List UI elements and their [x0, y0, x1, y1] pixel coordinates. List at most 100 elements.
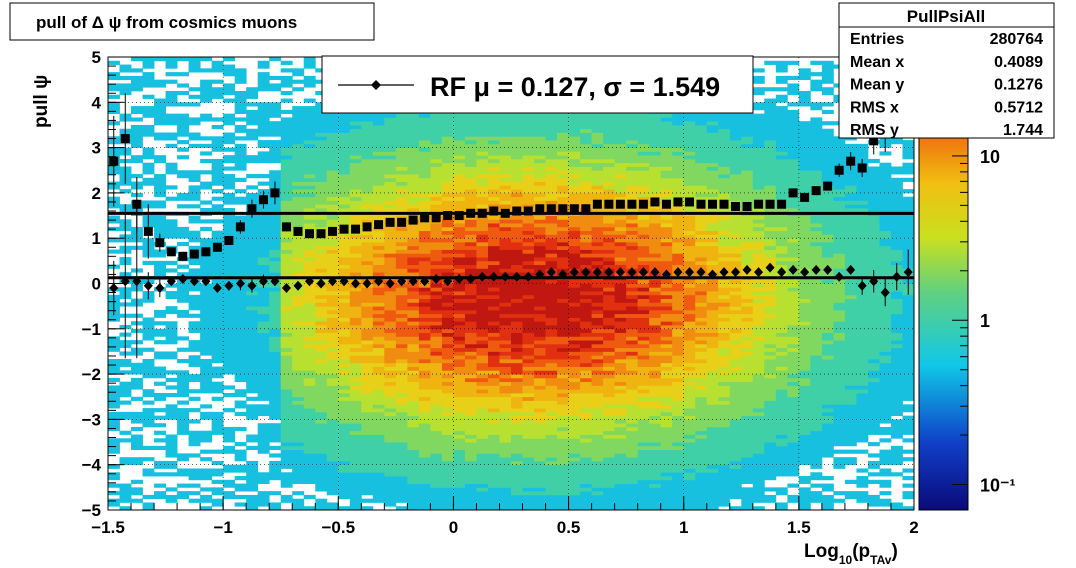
heatmap-cell [280, 370, 293, 375]
heatmap-cell [430, 483, 443, 488]
heatmap-cell [499, 392, 512, 398]
heatmap-cell [568, 359, 581, 364]
heatmap-cell [372, 355, 385, 360]
heatmap-cell [292, 306, 305, 311]
heatmap-cell [246, 347, 259, 352]
heatmap-cell [464, 192, 477, 198]
heatmap-cell [511, 464, 523, 469]
heatmap-cell [326, 332, 339, 337]
heatmap-cell [303, 434, 316, 439]
heatmap-cell [338, 158, 351, 164]
heatmap-cell [499, 336, 512, 341]
heatmap-cell [580, 449, 592, 454]
heatmap-cell [464, 506, 477, 510]
heatmap-cell [223, 260, 236, 266]
heatmap-cell [580, 355, 592, 360]
heatmap-cell [384, 294, 397, 299]
heatmap-cell [372, 174, 385, 179]
heatmap-cell [453, 226, 466, 232]
heatmap-cell [315, 332, 328, 337]
heatmap-cell [211, 257, 224, 262]
heatmap-cell [188, 321, 201, 326]
heatmap-cell [476, 249, 489, 254]
heatmap-cell [487, 362, 500, 367]
heatmap-cell [591, 449, 604, 454]
heatmap-cell [545, 362, 558, 367]
heatmap-cell [418, 241, 431, 247]
heatmap-cell [534, 445, 546, 450]
heatmap-cell [361, 128, 374, 133]
heatmap-cell [557, 309, 569, 315]
heatmap-cell [545, 223, 558, 228]
heatmap-cell [522, 309, 535, 315]
heatmap-cell [522, 306, 535, 311]
heatmap-cell [246, 121, 259, 126]
heatmap-cell [326, 389, 339, 394]
heatmap-cell [637, 208, 650, 213]
heatmap-cell [637, 136, 650, 141]
heatmap-cell [511, 468, 523, 473]
heatmap-cell [649, 283, 662, 288]
heatmap-cell [349, 204, 362, 209]
heatmap-cell [603, 241, 616, 247]
heatmap-cell [649, 121, 662, 126]
heatmap-cell [545, 226, 558, 232]
heatmap-cell [499, 328, 512, 333]
heatmap-cell [534, 381, 546, 386]
heatmap-cell [349, 336, 362, 341]
heatmap-cell [649, 453, 662, 458]
heatmap-cell [637, 143, 650, 148]
heatmap-cell [349, 170, 362, 175]
heatmap-cell [430, 396, 443, 401]
heatmap-cell [511, 381, 523, 386]
heatmap-cell [591, 411, 604, 417]
heatmap-cell [614, 506, 627, 510]
heatmap-cell [441, 264, 454, 269]
heatmap-cell [315, 340, 328, 345]
heatmap-cell [269, 102, 282, 107]
heatmap-cell [660, 381, 673, 386]
heatmap-cell [626, 249, 639, 254]
heatmap-cell [154, 117, 166, 122]
heatmap-cell [418, 155, 431, 160]
heatmap-cell [177, 230, 189, 235]
heatmap-cell [568, 404, 581, 409]
heatmap-cell [361, 396, 374, 401]
heatmap-cell [430, 491, 443, 496]
heatmap-cell [188, 204, 201, 209]
heatmap-cell [557, 189, 569, 194]
heatmap-cell [591, 162, 604, 167]
heatmap-cell [453, 415, 466, 420]
heatmap-cell [637, 408, 650, 413]
heatmap-cell [269, 57, 282, 62]
heatmap-cell [614, 445, 627, 450]
heatmap-cell [372, 396, 385, 401]
heatmap-cell [603, 415, 616, 420]
heatmap-cell [580, 189, 592, 194]
heatmap-cell [303, 170, 316, 175]
heatmap-cell [223, 257, 236, 262]
heatmap-cell [441, 479, 454, 484]
heatmap-cell [165, 449, 178, 454]
heatmap-cell [580, 132, 592, 137]
heatmap-cell [522, 192, 535, 198]
heatmap-cell [326, 166, 339, 171]
heatmap-cell [246, 272, 259, 277]
heatmap-cell [395, 264, 408, 269]
heatmap-cell [603, 468, 616, 473]
heatmap-cell [234, 106, 247, 111]
heatmap-cell [395, 464, 408, 469]
heatmap-cell [384, 226, 397, 232]
heatmap-cell [660, 306, 673, 311]
heatmap-cell [534, 170, 546, 175]
heatmap-cell [580, 385, 592, 390]
heatmap-cell [464, 419, 477, 424]
heatmap-cell [568, 170, 581, 175]
heatmap-cell [453, 343, 466, 349]
heatmap-cell [142, 400, 155, 405]
heatmap-cell [603, 419, 616, 424]
heatmap-cell [511, 113, 523, 118]
heatmap-cell [534, 140, 546, 145]
heatmap-cell [522, 215, 535, 220]
heatmap-cell [430, 457, 443, 462]
